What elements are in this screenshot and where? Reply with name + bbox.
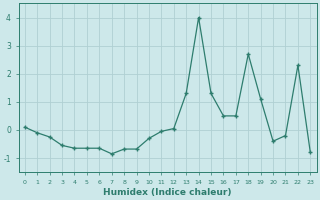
X-axis label: Humidex (Indice chaleur): Humidex (Indice chaleur)	[103, 188, 232, 197]
